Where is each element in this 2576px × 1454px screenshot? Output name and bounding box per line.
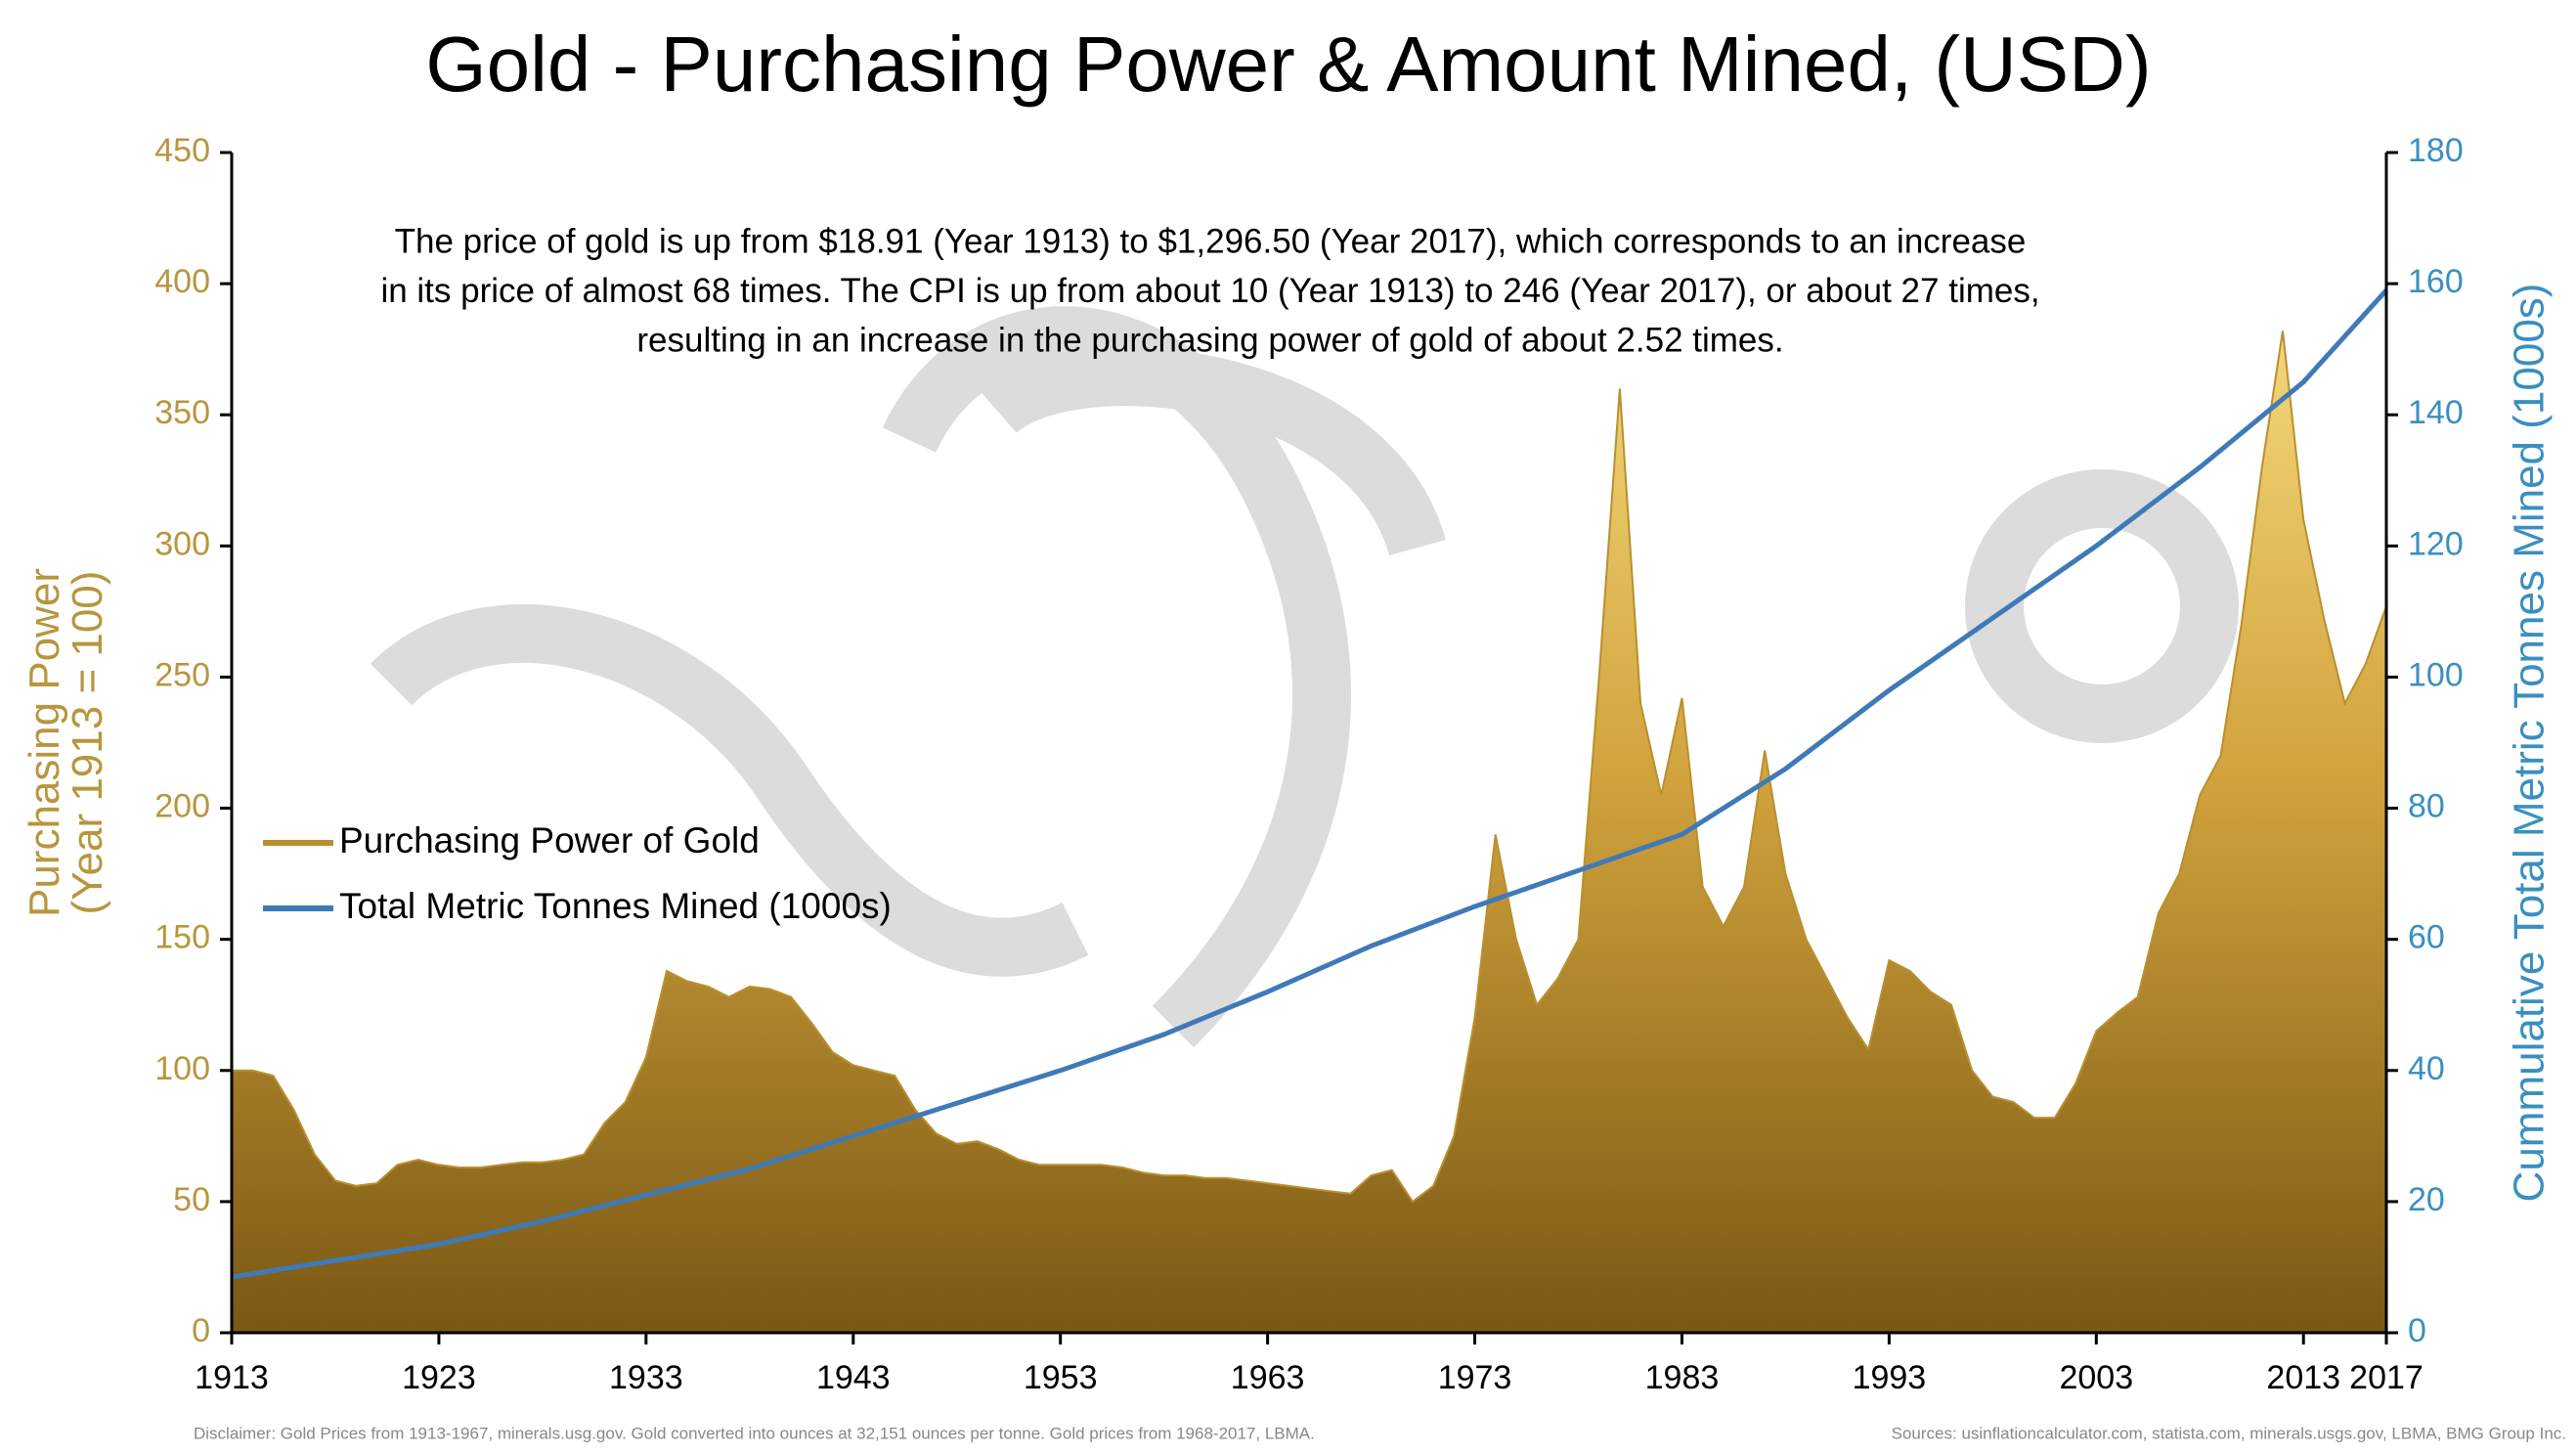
x-tick-label: 1933 xyxy=(609,1359,683,1396)
y-axis-label-line: (Year 1913 = 100) xyxy=(64,571,111,915)
y-tick-label: 400 xyxy=(154,263,210,300)
x-tick-label: 2017 xyxy=(2349,1359,2423,1396)
x-tick-label: 1993 xyxy=(1853,1359,1927,1396)
y2-tick-label: 160 xyxy=(2408,263,2464,300)
y-tick-label: 0 xyxy=(192,1312,210,1349)
y-tick-label: 450 xyxy=(154,132,210,169)
legend-label: Purchasing Power of Gold xyxy=(339,820,760,860)
y2-tick-label: 140 xyxy=(2408,394,2464,431)
x-tick-label: 1943 xyxy=(816,1359,891,1396)
y-tick-label: 300 xyxy=(154,525,210,562)
y2-tick-label: 180 xyxy=(2408,132,2464,169)
y2-tick-label: 40 xyxy=(2408,1050,2445,1087)
annotation: resulting in an increase in the purchasi… xyxy=(636,321,1783,359)
y-tick-label: 250 xyxy=(154,656,210,693)
x-tick-label: 1963 xyxy=(1231,1359,1305,1396)
x-tick-label: 1913 xyxy=(195,1359,269,1396)
y-tick-label: 350 xyxy=(154,394,210,431)
y2-tick-label: 100 xyxy=(2408,656,2464,693)
gold-area xyxy=(231,330,2387,1334)
x-tick-label: 2003 xyxy=(2059,1359,2133,1396)
x-tick-label: 1953 xyxy=(1024,1359,1098,1396)
y2-tick-label: 120 xyxy=(2408,525,2464,562)
y-tick-label: 50 xyxy=(173,1181,210,1218)
watermark xyxy=(370,306,2239,1048)
y-tick-label: 150 xyxy=(154,919,210,956)
tonnes-line xyxy=(231,288,2388,1280)
y-tick-label: 200 xyxy=(154,788,210,825)
y-tick-label: 100 xyxy=(154,1050,210,1087)
x-tick-label: 2013 xyxy=(2266,1359,2340,1396)
y2-tick-label: 0 xyxy=(2408,1312,2426,1349)
y2-tick-label: 60 xyxy=(2408,919,2445,956)
sources: Sources: usinflationcalculator.com, stat… xyxy=(1892,1424,2566,1442)
annotation: in its price of almost 68 times. The CPI… xyxy=(380,272,2039,310)
x-tick-label: 1983 xyxy=(1645,1359,1720,1396)
legend-label: Total Metric Tonnes Mined (1000s) xyxy=(339,886,892,926)
y2-axis-label: Cummulative Total Metric Tonnes Mined (1… xyxy=(2506,284,2554,1203)
x-tick-label: 1923 xyxy=(402,1359,476,1396)
y-axis-label-line: Purchasing Power xyxy=(21,568,68,917)
disclaimer: Disclaimer: Gold Prices from 1913-1967, … xyxy=(194,1424,1315,1442)
y2-tick-label: 80 xyxy=(2408,788,2445,825)
y-axis-label: Purchasing Power(Year 1913 = 100) xyxy=(21,568,111,917)
x-tick-label: 1973 xyxy=(1438,1359,1512,1396)
y2-tick-label: 20 xyxy=(2408,1181,2445,1218)
annotation: The price of gold is up from $18.91 (Yea… xyxy=(395,222,2027,260)
chart-title: Gold - Purchasing Power & Amount Mined, … xyxy=(425,21,2151,108)
